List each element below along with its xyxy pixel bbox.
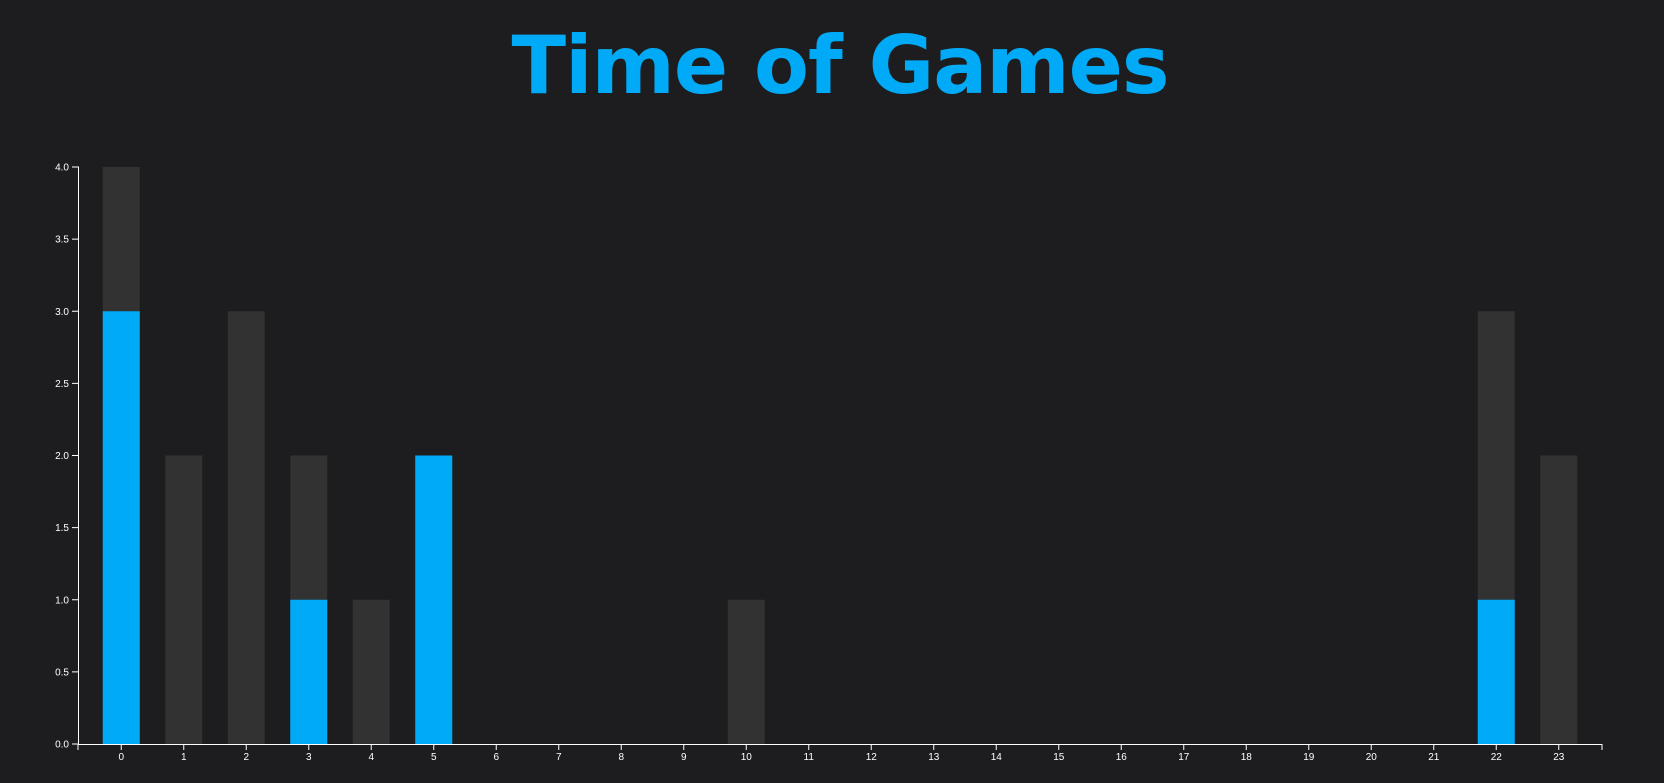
x-tick-label: 19 bbox=[1303, 752, 1315, 763]
y-tick-label: 4.0 bbox=[55, 163, 69, 174]
y-tick-label: 3.0 bbox=[55, 307, 69, 318]
x-tick-label: 7 bbox=[556, 752, 562, 763]
y-tick-label: 1.0 bbox=[55, 595, 69, 606]
bar-total-10 bbox=[727, 599, 765, 744]
x-tick-label: 12 bbox=[866, 752, 878, 763]
y-tick-label: 2.5 bbox=[55, 379, 69, 390]
x-axis: 0 1 2 3 4 5 6 7 8 9 10 11 12 13 14 15 16 17 18 19 20 21 22 23 bbox=[77, 744, 1603, 763]
x-tick-label: 0 bbox=[118, 752, 124, 763]
x-tick-label: 14 bbox=[991, 752, 1003, 763]
x-tick-label: 4 bbox=[368, 752, 374, 763]
x-tick-label: 3 bbox=[306, 752, 312, 763]
x-tick-label: 6 bbox=[493, 752, 499, 763]
bar-highlight-3 bbox=[290, 599, 328, 744]
x-tick-label: 18 bbox=[1241, 752, 1253, 763]
x-tick-label: 13 bbox=[928, 752, 940, 763]
y-tick-label: 1.5 bbox=[55, 523, 69, 534]
bar-highlight-5 bbox=[415, 455, 453, 744]
x-tick-label: 22 bbox=[1491, 752, 1503, 763]
x-tick-label: 17 bbox=[1178, 752, 1190, 763]
bars-highlight-group bbox=[102, 311, 1515, 744]
x-axis-line bbox=[77, 744, 1603, 750]
bar-total-23 bbox=[1540, 455, 1578, 744]
x-tick-label: 8 bbox=[618, 752, 624, 763]
x-tick-label: 15 bbox=[1053, 752, 1065, 763]
y-tick-label: 0.0 bbox=[55, 740, 69, 751]
bar-total-2 bbox=[227, 311, 265, 744]
chart-title: Time of Games bbox=[511, 19, 1170, 112]
bar-total-1 bbox=[165, 455, 203, 744]
y-axis: 0.0 0.5 1.0 1.5 2.0 2.5 3.0 3.5 4.0 bbox=[55, 163, 79, 751]
x-tick-label: 21 bbox=[1428, 752, 1440, 763]
x-tick-label: 9 bbox=[681, 752, 687, 763]
x-tick-label: 2 bbox=[243, 752, 249, 763]
x-tick-label: 23 bbox=[1553, 752, 1565, 763]
y-tick-label: 0.5 bbox=[55, 667, 69, 678]
bar-highlight-22 bbox=[1477, 599, 1515, 744]
x-tick-label: 11 bbox=[804, 752, 815, 763]
y-tick-label: 2.0 bbox=[55, 451, 69, 462]
x-tick-label: 1 bbox=[181, 752, 187, 763]
x-tick-label: 5 bbox=[431, 752, 437, 763]
y-tick-label: 3.5 bbox=[55, 235, 69, 246]
x-tick-label: 20 bbox=[1366, 752, 1378, 763]
bar-highlight-0 bbox=[102, 311, 140, 744]
x-tick-label: 10 bbox=[741, 752, 753, 763]
bar-total-4 bbox=[352, 599, 390, 744]
x-tick-label: 16 bbox=[1116, 752, 1128, 763]
